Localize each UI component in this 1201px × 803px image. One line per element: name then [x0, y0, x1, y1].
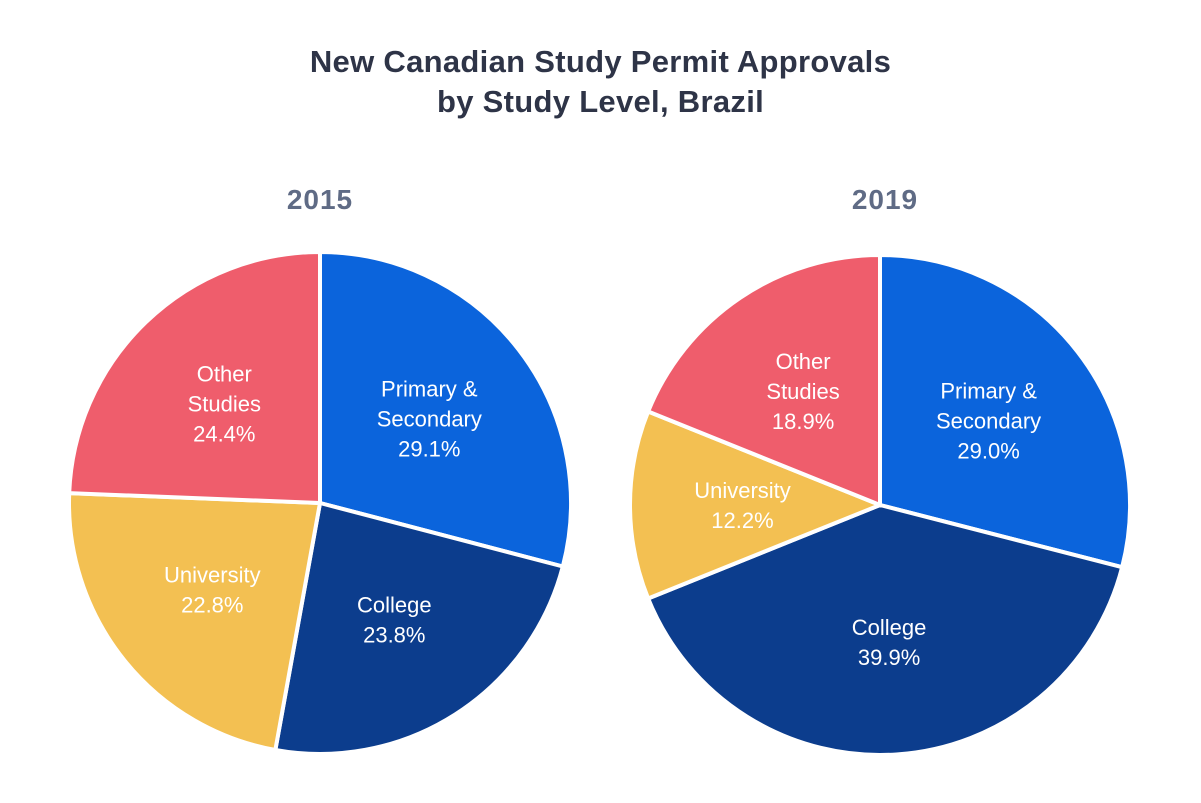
- pie-label-2019-university: University 12.2%: [694, 478, 791, 533]
- pie-slice-2019-university: [628, 409, 882, 601]
- pie-slice-2015-college: [273, 501, 565, 756]
- pie-chart-2015: Primary & Secondary 29.1% College 23.8% Unive…: [67, 250, 573, 756]
- pie-slice-2019-other-studies: [646, 253, 882, 507]
- year-label-2015: 2015: [286, 184, 354, 215]
- pie-chart-2019: Primary & Secondary 29.0% College 39.9% Unive…: [628, 253, 1132, 757]
- pie-slice-2015-primary-secondary: [318, 250, 573, 569]
- pie-label-2015-college: College 23.8%: [357, 592, 432, 647]
- pie-label-2015-university: University 22.8%: [164, 562, 261, 617]
- pie-slice-2019-college: [646, 503, 1125, 757]
- pie-label-2019-college: College 39.9%: [852, 615, 927, 670]
- page-title: New Canadian Study Permit Approvals by S…: [0, 42, 1201, 122]
- page-title-line2: by Study Level, Brazil: [436, 84, 765, 119]
- pie-label-2015-other-studies: Other Studies 24.4%: [188, 362, 261, 447]
- pie-slice-2015-university: [67, 491, 322, 752]
- pie-slice-2019-primary-secondary: [878, 253, 1132, 570]
- pie-label-2015-primary-secondary: Primary & Secondary 29.1%: [377, 377, 482, 462]
- page-title-line1: New Canadian Study Permit Approvals: [309, 44, 892, 79]
- year-label-2019: 2019: [851, 184, 919, 215]
- pie-label-2019-other-studies: Other Studies 18.9%: [766, 349, 839, 434]
- pie-slice-2015-other-studies: [67, 250, 322, 505]
- pie-label-2019-primary-secondary: Primary & Secondary 29.0%: [936, 379, 1041, 464]
